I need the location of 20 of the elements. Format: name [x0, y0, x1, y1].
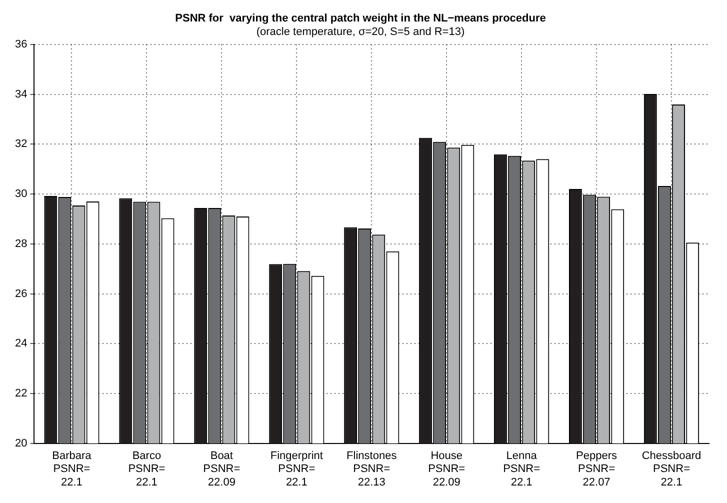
x-tick-label: Boat PSNR= 22.09 [203, 450, 240, 488]
x-tick-label: House PSNR= 22.09 [428, 450, 466, 488]
x-tick-label: Barbara PSNR= 22.1 [52, 450, 92, 488]
x-tick-label: Flinstones PSNR= 22.13 [346, 450, 398, 488]
x-tick-label: Fingerprint PSNR= 22.1 [270, 450, 323, 488]
y-tick-label: 24 [14, 338, 28, 350]
x-tick-label: Barco PSNR= 22.1 [128, 450, 166, 488]
y-tick-label: 32 [14, 138, 28, 150]
chart-title: PSNR for varying the central patch weight in the NL−means procedure [175, 12, 546, 25]
y-tick-label: 26 [14, 288, 28, 300]
x-tick-label: Lenna PSNR= 22.1 [503, 450, 540, 488]
y-tick-label: 30 [14, 188, 28, 200]
y-tick-label: 20 [14, 437, 28, 450]
y-tick-label: 36 [14, 38, 28, 50]
chart-subtitle: (oracle temperature, σ=20, S=5 and R=13) [256, 26, 465, 38]
y-tick-label: 28 [14, 238, 28, 250]
y-tick-label: 34 [14, 88, 28, 100]
y-tick-label: 22 [14, 388, 28, 400]
x-tick-label: Peppers PSNR= 22.07 [576, 450, 618, 488]
x-tick-label: Chessboard PSNR= 22.1 [642, 450, 702, 488]
